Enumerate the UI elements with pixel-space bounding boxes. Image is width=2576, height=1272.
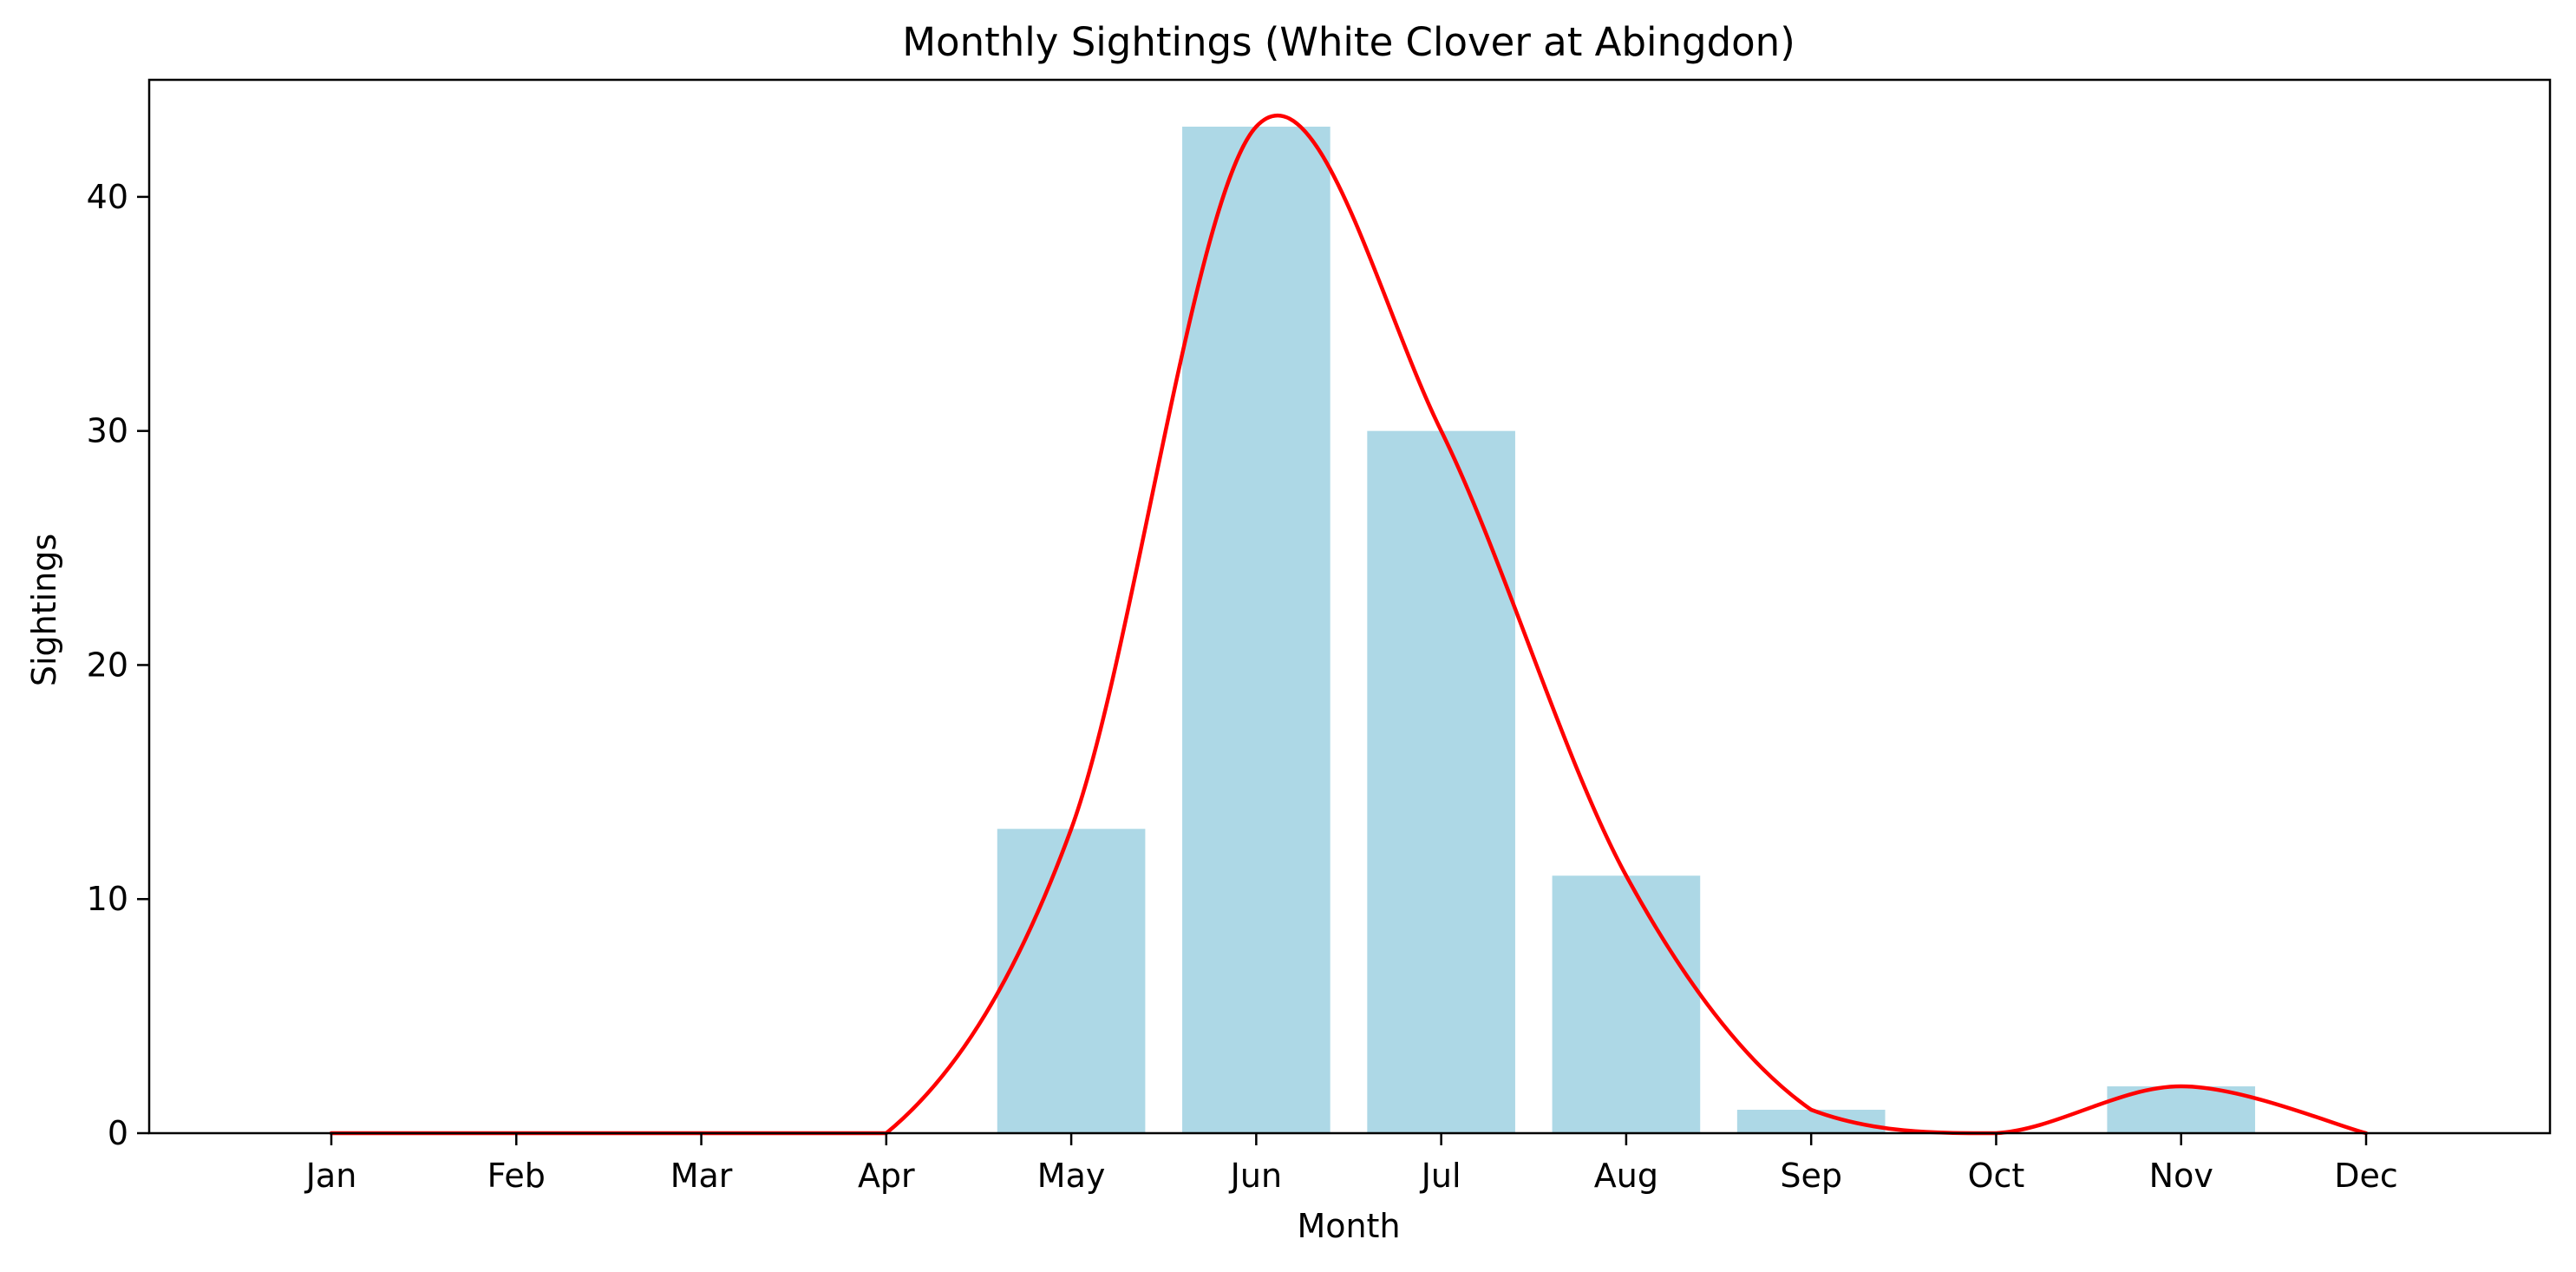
x-axis-label: Month — [1297, 1207, 1400, 1245]
y-axis: 0 10 20 30 40 — [87, 178, 149, 1152]
y-tick-label: 40 — [87, 178, 128, 216]
x-axis: Jan Feb Mar Apr May Jun Jul Aug Sep Oct Nov Dec — [304, 1133, 2398, 1195]
bar-may — [997, 829, 1146, 1133]
plot-frame — [147, 78, 2552, 1135]
y-tick-label: 10 — [87, 880, 128, 918]
x-tick-label-aug: Aug — [1594, 1157, 1658, 1195]
x-tick-label-dec: Dec — [2334, 1157, 2398, 1195]
x-tick-label-may: May — [1037, 1157, 1106, 1195]
x-tick-label-oct: Oct — [1968, 1157, 2025, 1195]
x-tick-label-mar: Mar — [670, 1157, 733, 1195]
x-tick-label-apr: Apr — [858, 1157, 915, 1195]
y-axis-label: Sightings — [25, 534, 63, 686]
x-tick-label-jun: Jun — [1229, 1157, 1282, 1195]
bar-jul — [1367, 430, 1515, 1133]
bar-sep — [1736, 1110, 1886, 1133]
y-tick-label: 0 — [108, 1114, 128, 1152]
y-tick-label: 30 — [87, 412, 128, 450]
chart-title: Monthly Sightings (White Clover at Abing… — [902, 19, 1795, 65]
bar-jun — [1182, 126, 1330, 1134]
y-tick-label: 20 — [87, 646, 128, 684]
x-tick-label-jul: Jul — [1420, 1157, 1461, 1195]
x-tick-label-jan: Jan — [304, 1157, 357, 1195]
x-tick-label-sep: Sep — [1780, 1157, 1842, 1195]
x-tick-label-nov: Nov — [2149, 1157, 2213, 1195]
bar-aug — [1552, 875, 1701, 1133]
x-tick-label-feb: Feb — [487, 1157, 546, 1195]
